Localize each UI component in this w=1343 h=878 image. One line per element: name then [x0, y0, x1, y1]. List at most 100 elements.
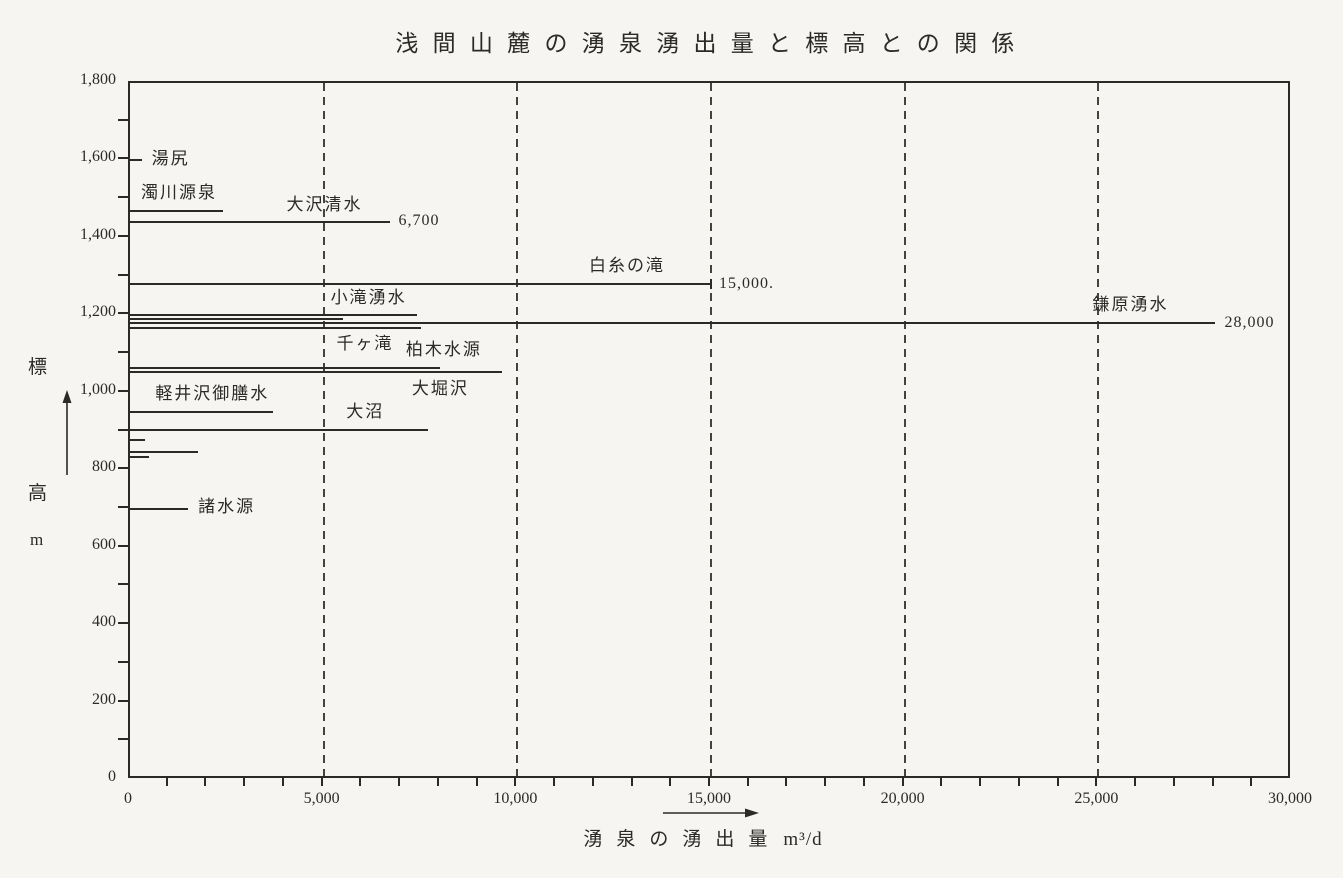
- x-axis-tick: [746, 778, 749, 786]
- y-axis-title-char-bottom: 高: [28, 483, 48, 504]
- x-axis-tick: [785, 778, 788, 786]
- spring-value-label: 6,700: [398, 212, 440, 230]
- y-axis-tick: [118, 273, 128, 276]
- x-axis-tick: [901, 778, 904, 786]
- x-axis-tick: [1134, 778, 1137, 786]
- spring-value-label: 15,000.: [719, 275, 774, 293]
- x-axis-tick-label: 5,000: [303, 790, 340, 807]
- y-axis-tick-label: 400: [92, 613, 116, 631]
- spring-bar: [130, 159, 142, 162]
- spring-label: 大堀沢: [411, 379, 469, 399]
- x-axis-tick: [708, 778, 710, 786]
- x-axis-title-text: 湧泉の湧出量: [583, 829, 782, 850]
- x-axis-tick: [475, 778, 478, 786]
- x-axis-tick-label: 15,000: [687, 790, 731, 807]
- x-axis-tick: [436, 778, 439, 786]
- spring-bar: [130, 411, 274, 414]
- spring-label: 湯尻: [151, 149, 190, 169]
- x-axis-tick: [1172, 778, 1175, 786]
- x-axis-title: 湧泉の湧出量 m³/d: [583, 824, 822, 851]
- x-axis-tick: [1211, 778, 1214, 786]
- up-arrow-icon: [62, 390, 72, 475]
- y-axis-tick-label: 1,000: [80, 380, 116, 398]
- x-axis-tick: [824, 778, 827, 786]
- y-axis-tick: [118, 234, 128, 237]
- spring-bar: [130, 221, 390, 224]
- x-axis-tick: [669, 778, 672, 786]
- spring-label: 軽井沢御膳水: [155, 384, 270, 404]
- spring-bar: [130, 283, 711, 286]
- x-axis-title-unit: m³/d: [783, 829, 823, 850]
- y-axis-title-char-top: 標: [28, 357, 48, 378]
- bar-end-cap: [710, 279, 712, 290]
- x-axis-tick: [359, 778, 362, 786]
- spring-bar: [130, 455, 150, 458]
- x-axis-tick: [281, 778, 284, 786]
- x-axis-tick-label: 20,000: [880, 790, 925, 807]
- plot-area: 湯尻 濁川源泉 大沢清水 6,700 白糸の滝 15,000. 小滝湧水 鎌原湧水 28,000…: [128, 81, 1290, 778]
- spring-bar: [130, 439, 146, 442]
- y-axis-tick: [118, 196, 128, 199]
- x-axis-tick: [320, 778, 323, 786]
- y-axis-unit: m: [30, 530, 44, 549]
- y-axis-tick-label: 600: [92, 535, 116, 553]
- x-axis-tick-label: 25,000: [1074, 790, 1119, 807]
- y-axis-tick-label: 1,600: [80, 148, 116, 166]
- x-axis-tick: [398, 778, 401, 786]
- x-axis-tick: [1056, 778, 1059, 786]
- spring-label: 柏木水源: [405, 339, 482, 359]
- spring-bar: [130, 371, 502, 374]
- y-axis-tick: [118, 583, 128, 586]
- dashed-gridline: [710, 83, 712, 776]
- spring-bar: [130, 318, 344, 321]
- x-axis-tick: [243, 778, 246, 786]
- x-axis-tick: [862, 778, 865, 786]
- spring-label: 諸水源: [198, 496, 256, 516]
- spring-bar: [130, 209, 223, 212]
- x-axis-tick-label: 30,000: [1268, 790, 1312, 807]
- spring-label: 鎌原湧水: [1092, 295, 1169, 315]
- y-axis-tick-label: 1,800: [80, 71, 116, 88]
- x-axis-tick: [553, 778, 556, 786]
- x-axis-tick: [1095, 778, 1098, 786]
- y-axis-tick: [118, 118, 128, 121]
- x-axis-tick: [630, 778, 633, 786]
- spring-bar: [130, 450, 198, 453]
- y-axis-tick: [118, 351, 128, 354]
- y-axis-tick: [118, 738, 128, 741]
- spring-label: 千ヶ滝: [336, 333, 394, 353]
- y-axis-tick-label: 0: [108, 768, 116, 785]
- y-axis-tick-label: 200: [92, 690, 116, 708]
- y-axis-tick: [118, 622, 128, 625]
- spring-bar: [130, 366, 440, 369]
- y-axis-tick: [118, 505, 128, 508]
- spring-bar: [130, 322, 1215, 325]
- x-axis-tick: [1017, 778, 1020, 786]
- spring-label: 大沼: [346, 401, 385, 421]
- y-axis-tick: [118, 660, 128, 663]
- y-axis-tick-label: 1,400: [80, 225, 116, 243]
- x-axis-tick: [940, 778, 943, 786]
- spring-bar: [130, 428, 429, 431]
- x-axis-tick: [165, 778, 168, 786]
- spring-label: 白糸の滝: [589, 256, 665, 276]
- x-axis-tick-label: 10,000: [493, 790, 538, 807]
- spring-value-label: 28,000: [1224, 314, 1275, 332]
- spring-bar: [130, 326, 421, 329]
- spring-label: 濁川源泉: [140, 182, 217, 202]
- y-axis-tick: [118, 428, 128, 431]
- y-axis-tick: [118, 312, 128, 315]
- spring-bar: [130, 507, 189, 510]
- x-axis-tick: [979, 778, 982, 786]
- right-arrow-icon: [663, 808, 759, 818]
- y-axis-tick: [118, 389, 128, 392]
- x-axis-tick-label: 0: [124, 790, 132, 807]
- y-axis-tick-label: 800: [92, 458, 116, 476]
- x-axis-tick: [1250, 778, 1253, 786]
- chart-title: 浅間山麓の湧泉湧出量と標高との関係: [395, 31, 1029, 56]
- y-axis-tick: [118, 157, 128, 160]
- y-axis-tick-label: 1,200: [80, 303, 116, 321]
- spring-bar: [130, 314, 417, 317]
- y-axis-tick: [118, 467, 128, 470]
